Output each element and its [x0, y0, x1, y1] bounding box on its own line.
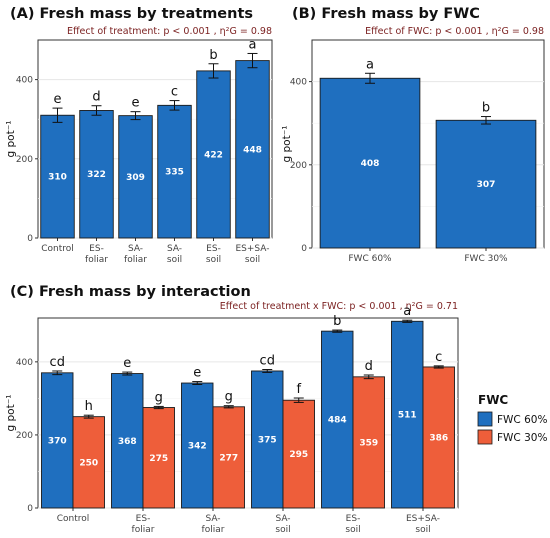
y-tick-label: 200 [16, 431, 33, 441]
y-tick-label: 400 [290, 78, 307, 88]
bar [118, 115, 153, 239]
significance-letter: b [482, 101, 490, 116]
bar [319, 77, 421, 249]
effect-annotation: Effect of FWC: p < 0.001 , η²G = 0.98 [365, 26, 544, 37]
legend-swatch [477, 411, 493, 427]
bar [212, 406, 245, 509]
x-tick-label: SA-foliar [124, 244, 147, 265]
panel-title: (C) Fresh mass by interaction [10, 284, 251, 300]
bar [111, 373, 144, 509]
x-tick-label: ES-foliar [85, 244, 108, 265]
y-axis-label: g pot⁻¹ [281, 126, 293, 163]
bar [142, 407, 175, 509]
y-tick-label: 0 [27, 504, 33, 514]
data-label: 368 [118, 437, 137, 447]
significance-letter: a [403, 304, 411, 319]
y-tick-label: 0 [301, 244, 307, 254]
significance-letter: e [193, 366, 201, 381]
panel-title: (B) Fresh mass by FWC [292, 6, 480, 22]
significance-letter: d [92, 90, 100, 105]
data-label: 370 [48, 436, 67, 446]
data-label: 448 [243, 145, 262, 155]
y-axis-label: g pot⁻¹ [5, 121, 17, 158]
x-tick-label: ES-soil [206, 244, 221, 265]
bar [40, 114, 75, 239]
plot-frame [37, 317, 459, 509]
significance-letter: f [296, 382, 301, 397]
significance-letter: cd [260, 354, 275, 369]
plot-frame [37, 39, 273, 239]
y-tick-label: 400 [16, 76, 33, 86]
significance-letter: b [209, 48, 217, 63]
significance-letter: c [435, 350, 442, 365]
data-label: 375 [258, 435, 277, 445]
y-axis-label: g pot⁻¹ [5, 395, 17, 432]
x-tick-label: SA-soil [275, 514, 290, 535]
significance-letter: g [225, 390, 233, 405]
x-tick-label: Control [57, 514, 90, 524]
legend-swatch [477, 429, 493, 445]
x-tick-label: ES-soil [345, 514, 360, 535]
x-tick-label: FWC 60% [348, 254, 392, 264]
data-label: 511 [398, 411, 417, 421]
x-tick-label: ES+SA-soil [406, 514, 440, 535]
data-label: 275 [149, 454, 168, 464]
y-tick-label: 0 [27, 234, 33, 244]
panel-title: (A) Fresh mass by treatments [10, 6, 253, 22]
data-label: 484 [328, 416, 347, 426]
data-label: 250 [79, 458, 98, 468]
y-tick-label: 200 [290, 161, 307, 171]
bar [321, 330, 354, 509]
x-tick-label: Control [41, 244, 74, 254]
significance-letter: d [365, 359, 373, 374]
significance-letter: e [132, 96, 140, 111]
bar [181, 382, 214, 509]
data-label: 342 [188, 442, 207, 452]
significance-letter: a [249, 37, 257, 52]
bar [391, 320, 424, 509]
data-label: 307 [477, 180, 496, 190]
data-label: 310 [48, 173, 67, 183]
data-label: 295 [289, 450, 308, 460]
significance-letter: cd [50, 355, 65, 370]
significance-letter: b [333, 314, 341, 329]
effect-annotation: Effect of treatment x FWC: p < 0.001 , η… [220, 301, 458, 312]
y-tick-label: 400 [16, 358, 33, 368]
data-label: 309 [126, 173, 145, 183]
significance-letter: g [155, 390, 163, 405]
data-label: 359 [359, 438, 378, 448]
bar [72, 416, 105, 509]
significance-letter: h [85, 399, 93, 414]
effect-annotation: Effect of treatment: p < 0.001 , η²G = 0… [67, 26, 272, 37]
bar [435, 119, 537, 249]
data-label: 408 [361, 159, 380, 169]
bar [352, 376, 385, 509]
bar [422, 366, 455, 509]
significance-letter: c [171, 85, 178, 100]
data-label: 277 [219, 453, 238, 463]
significance-letter: e [54, 92, 62, 107]
x-tick-label: SA-soil [167, 244, 182, 265]
bar [251, 370, 284, 509]
x-tick-label: FWC 30% [464, 254, 508, 264]
bar [235, 60, 270, 239]
legend-label: FWC 30% [497, 432, 547, 444]
x-tick-label: ES-foliar [132, 514, 155, 535]
data-label: 422 [204, 150, 223, 160]
data-label: 322 [87, 170, 106, 180]
x-tick-label: SA-foliar [202, 514, 225, 535]
legend-label: FWC 60% [497, 414, 547, 426]
x-tick-label: ES+SA-soil [235, 244, 269, 265]
data-label: 335 [165, 168, 184, 178]
significance-letter: a [366, 57, 374, 72]
bar [79, 110, 114, 239]
significance-letter: e [123, 356, 131, 371]
data-label: 386 [429, 433, 448, 443]
y-tick-label: 200 [16, 155, 33, 165]
bar [157, 104, 192, 239]
legend-title: FWC [478, 393, 508, 407]
